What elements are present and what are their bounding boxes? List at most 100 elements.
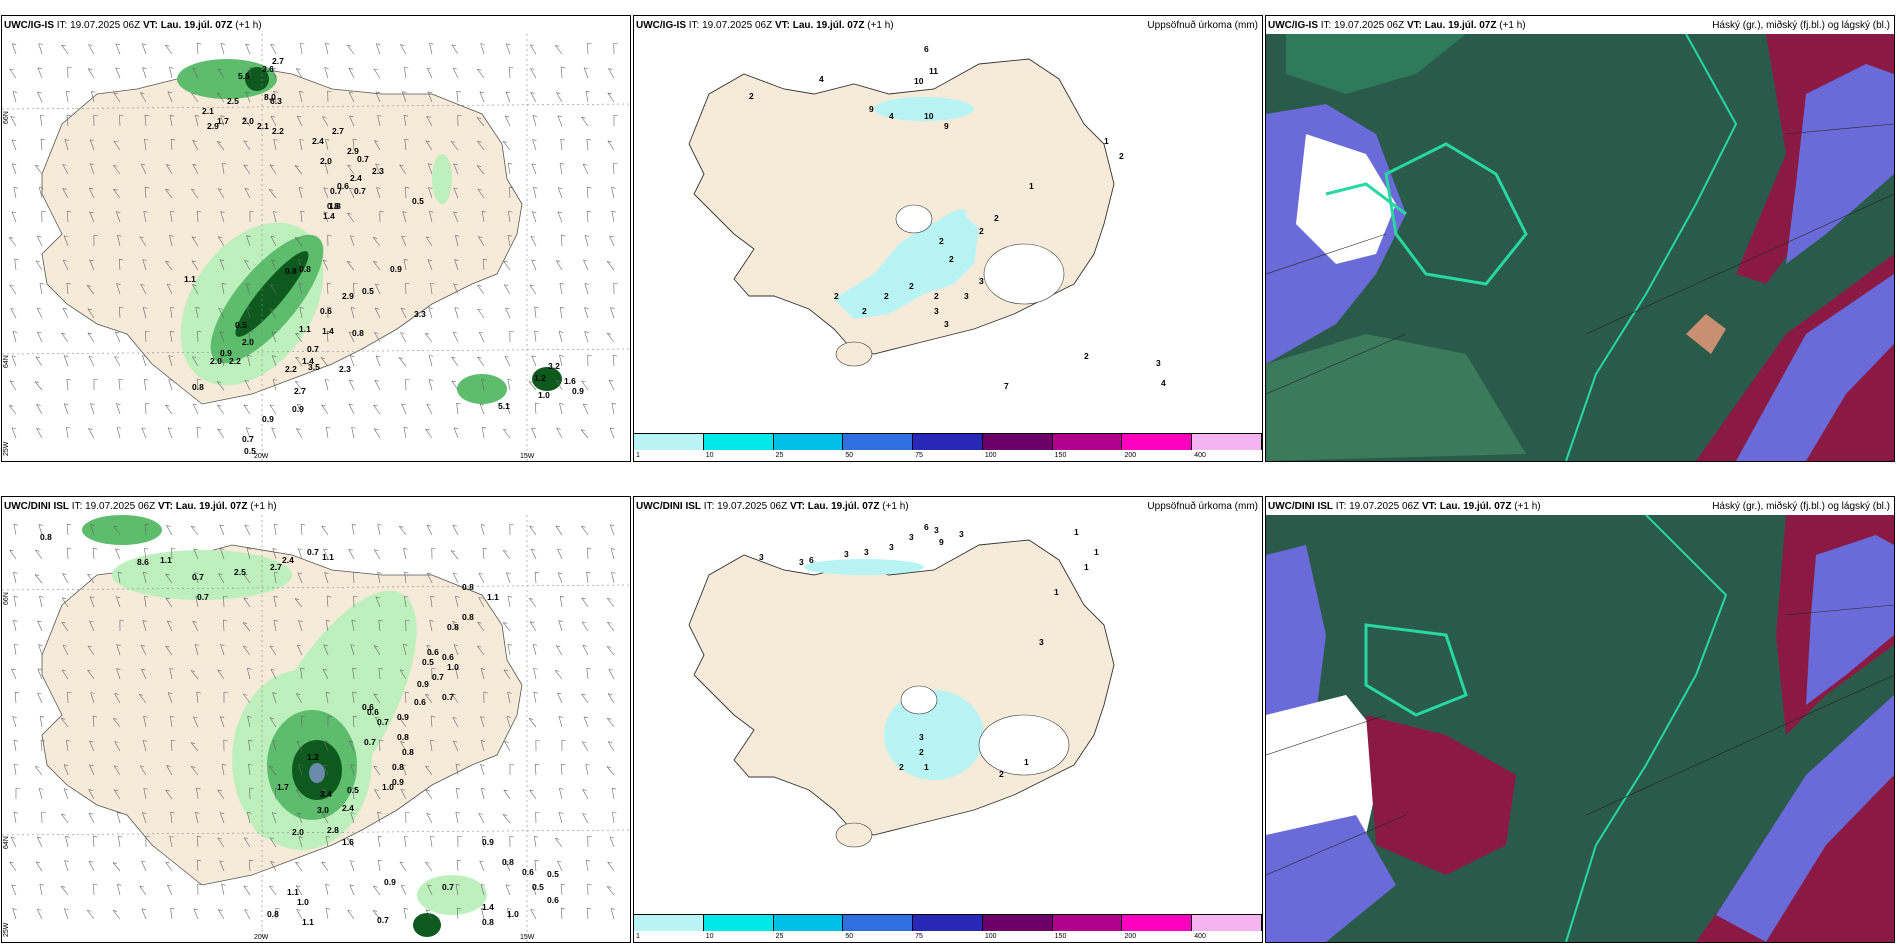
wind-barb-tick [509,523,514,526]
wind-barb-tick [581,693,586,696]
wind-barb [529,789,537,800]
wind-barb-tick [455,667,460,670]
wind-barb [607,693,615,704]
wind-barb [34,574,43,584]
wind-barb-tick [169,835,174,838]
wind-barb [377,860,381,872]
wind-barb-tick [375,716,380,719]
wind-barb [555,645,563,656]
value-label: 1.0 [297,897,309,907]
colorbar-segment [1122,914,1193,931]
wind-barb-tick [67,66,72,69]
wind-barb [66,524,69,536]
wind-barb-tick [453,67,458,70]
mid-cloud-east [1806,535,1894,705]
value-label: 1.0 [382,782,394,792]
wind-barb-tick [13,572,18,574]
wind-barb [170,139,173,151]
value-label: 0.5 [362,286,374,296]
wind-barb-tick [480,740,486,742]
wind-barb-tick [64,403,69,405]
wind-barb [559,403,563,415]
wind-barb-tick [374,789,379,791]
wind-barb-tick [65,836,70,838]
wind-barb [404,572,407,584]
wind-barb-tick [451,356,456,359]
wind-barb-tick [509,835,514,838]
wind-barb [452,740,459,752]
wind-barb-tick [327,282,332,285]
wind-barb-tick [63,259,68,262]
wind-barb [11,668,17,680]
wind-barb-tick [217,93,222,95]
wind-barb [454,307,459,319]
wind-barb [608,380,615,391]
wind-barb [584,235,589,247]
wind-barb [246,307,251,319]
wind-barb [38,187,43,199]
wind-barb-tick [34,574,40,576]
wind-barb [558,620,563,632]
wind-barb-tick [506,716,512,718]
wind-barb-tick [144,378,149,381]
wind-barb-tick [167,620,172,623]
wind-barb-tick [88,44,93,46]
wind-barb-tick [377,571,382,574]
value-label: 3 [799,557,804,567]
wind-barb-tick [430,739,435,742]
wind-barb [243,646,251,656]
wind-barb-tick [243,693,248,696]
value-label: 2.9 [347,146,359,156]
wind-barb [272,211,277,223]
wind-barb-tick [455,811,460,814]
wind-barb [377,812,381,824]
wind-barb [295,356,303,367]
wind-barb [87,308,95,319]
wind-barb-tick [272,548,277,550]
wind-barb [560,139,563,151]
wind-barb [144,596,147,608]
wind-barb [530,236,537,247]
wind-barb [62,645,69,656]
wind-barb [502,550,511,560]
wind-barb-tick [507,691,512,694]
wind-barb-tick [274,571,279,574]
wind-barb [585,91,589,103]
wind-barb-tick [559,788,564,790]
wind-barb-tick [535,763,540,766]
value-label: 0.9 [417,679,429,689]
wind-barb [557,548,563,560]
wind-barb-tick [87,573,92,576]
wind-barb-tick [9,380,15,383]
colorbar-label: 400 [1194,452,1206,459]
wind-barb [324,67,329,79]
wind-barb [270,284,277,295]
wind-barb-tick [587,835,592,838]
wind-barb-tick [300,42,305,45]
wind-barb [505,91,511,103]
wind-barb-tick [610,307,615,309]
wind-barb [611,187,615,199]
wind-barb [586,572,589,584]
wind-barb-tick [608,668,613,671]
wind-barb-tick [533,187,538,189]
wind-barb-tick [452,717,457,719]
wind-barb [481,379,485,391]
wind-barb-tick [11,139,16,142]
wind-barb [169,67,173,79]
wind-barb [531,355,537,367]
wind-barb [322,669,329,680]
wind-barb-tick [373,237,378,239]
wind-precip-map: 3.65.52.72.12.96.32.52.0 2.18.02.21.72.42… [2,34,630,461]
wind-barb [196,788,199,800]
wind-barb-tick [425,789,430,792]
wind-barb [89,139,95,151]
wind-barb-tick [296,428,301,430]
wind-barb-tick [298,764,303,766]
value-label: 2.5 [227,96,239,106]
wind-barb [377,836,381,848]
wind-barb-tick [558,812,564,814]
cloud-map [1266,34,1894,461]
wind-barb [477,308,485,319]
wind-barb-tick [454,307,459,309]
